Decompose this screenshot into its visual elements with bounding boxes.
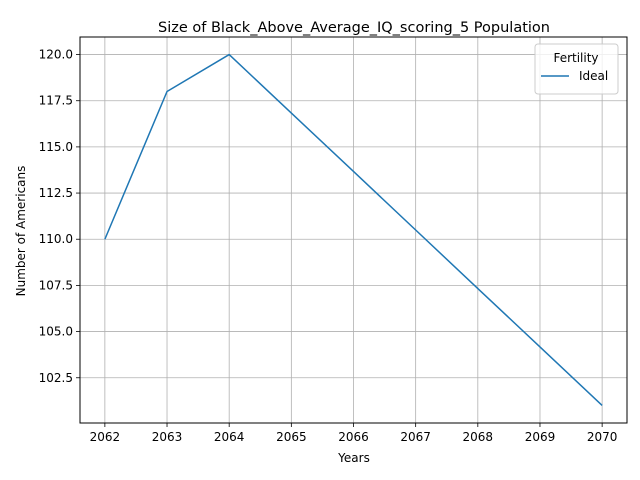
y-tick-label: 110.0 — [39, 232, 73, 246]
x-tick-label: 2070 — [587, 430, 618, 444]
y-tick-label: 120.0 — [39, 48, 73, 62]
y-tick-label: 102.5 — [39, 371, 73, 385]
y-tick-label: 105.0 — [39, 325, 73, 339]
x-tick-label: 2068 — [463, 430, 494, 444]
series-layer — [104, 53, 603, 407]
x-tick-label: 2063 — [152, 430, 183, 444]
y-tick-label: 112.5 — [39, 186, 73, 200]
y-axis-label: Number of Americans — [14, 166, 28, 297]
x-tick-label: 2064 — [214, 430, 245, 444]
x-tick-label: 2065 — [276, 430, 307, 444]
grid — [80, 37, 627, 423]
x-tick-label: 2067 — [400, 430, 431, 444]
y-axis: 102.5 105.0 107.5 110.0 112.5 115.0 117.5 120.0 — [39, 48, 80, 385]
x-tick-label: 2069 — [525, 430, 556, 444]
legend-box — [534, 43, 619, 95]
y-tick-label: 117.5 — [39, 94, 73, 108]
chart-title: Size of Black_Above_Average_IQ_scoring_5… — [158, 20, 550, 36]
x-axis: 2062 2063 2064 2065 2066 2067 2068 2069 2070 — [90, 423, 618, 444]
y-tick-label: 115.0 — [39, 140, 73, 154]
legend: Fertility Ideal — [534, 43, 619, 95]
x-tick-label: 2062 — [90, 430, 121, 444]
x-axis-label: Years — [337, 451, 370, 465]
x-tick-label: 2066 — [338, 430, 369, 444]
legend-label-ideal: Ideal — [579, 69, 608, 83]
series-line-ideal — [104, 53, 603, 407]
y-tick-label: 107.5 — [39, 278, 73, 292]
legend-title: Fertility — [553, 51, 598, 65]
